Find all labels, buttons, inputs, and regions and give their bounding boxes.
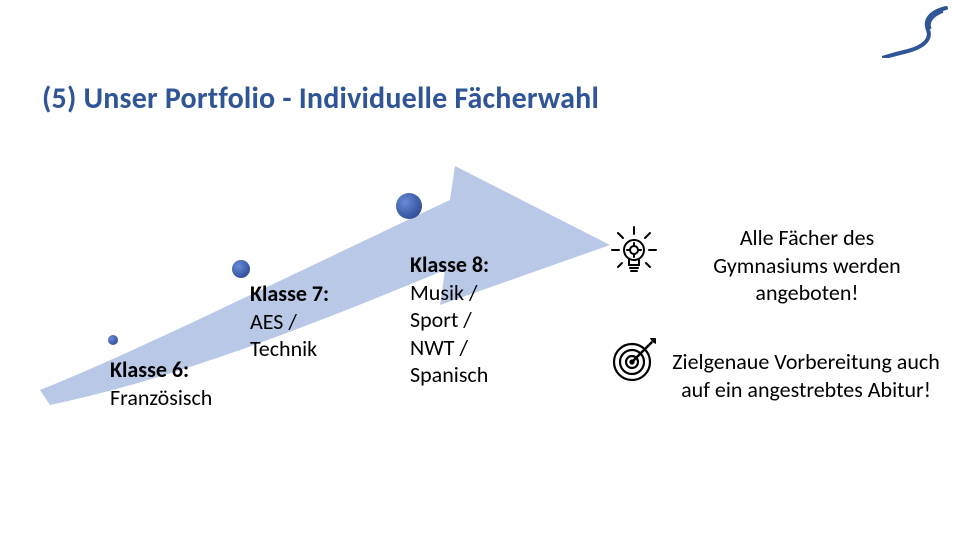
k8-title: Klasse 8: xyxy=(410,251,489,278)
slide: (5) Unser Portfolio - Individuelle Fäche… xyxy=(0,0,960,540)
benefit-text-2: Zielgenaue Vorbereitung auch auf ein ang… xyxy=(670,348,942,403)
k8-text-2: Sport / xyxy=(410,306,472,333)
timeline-dot-k8 xyxy=(396,193,422,219)
timeline-label-k7: Klasse 7: AES / Technik xyxy=(250,280,329,363)
timeline-dot-k6 xyxy=(108,335,118,345)
school-logo xyxy=(882,6,954,58)
k7-title: Klasse 7: xyxy=(250,280,329,307)
timeline-label-k6: Klasse 6: Französisch xyxy=(110,356,212,411)
k8-text-4: Spanisch xyxy=(410,361,488,388)
slide-title: (5) Unser Portfolio - Individuelle Fäche… xyxy=(42,80,599,117)
timeline-dot-k7 xyxy=(232,260,250,278)
k8-text-3: NWT / xyxy=(410,334,468,361)
timeline-label-k8: Klasse 8: Musik / Sport / NWT / Spanisch xyxy=(410,251,489,389)
k6-text: Französisch xyxy=(110,384,212,411)
k8-text-1: Musik / xyxy=(410,279,478,306)
benefit-text-1: Alle Fächer des Gymnasiums werden angebo… xyxy=(682,224,932,307)
k6-title: Klasse 6: xyxy=(110,356,189,383)
lightbulb-icon xyxy=(608,223,660,275)
k7-text-2: Technik xyxy=(250,335,317,362)
target-icon xyxy=(608,334,660,386)
k7-text-1: AES / xyxy=(250,308,297,335)
